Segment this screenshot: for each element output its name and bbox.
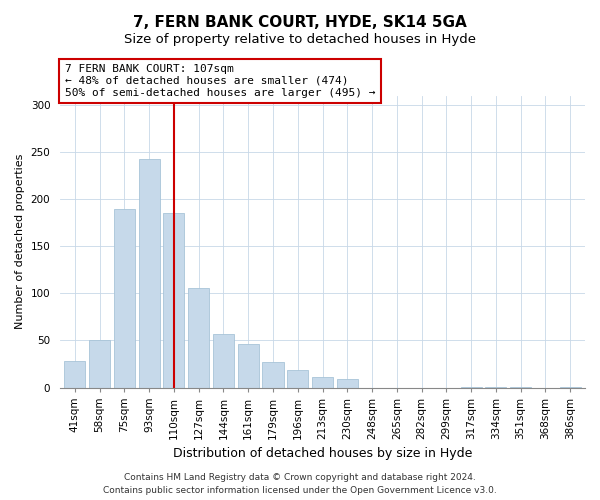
Bar xyxy=(188,288,209,388)
Bar xyxy=(510,386,531,388)
Bar xyxy=(461,386,482,388)
Bar xyxy=(238,344,259,388)
Bar xyxy=(337,379,358,388)
Bar xyxy=(163,214,184,388)
Bar xyxy=(139,159,160,388)
Text: Size of property relative to detached houses in Hyde: Size of property relative to detached ho… xyxy=(124,32,476,46)
Bar xyxy=(485,386,506,388)
X-axis label: Distribution of detached houses by size in Hyde: Distribution of detached houses by size … xyxy=(173,447,472,460)
Text: Contains HM Land Registry data © Crown copyright and database right 2024.
Contai: Contains HM Land Registry data © Crown c… xyxy=(103,473,497,495)
Bar xyxy=(213,334,234,388)
Bar xyxy=(89,340,110,388)
Text: 7, FERN BANK COURT, HYDE, SK14 5GA: 7, FERN BANK COURT, HYDE, SK14 5GA xyxy=(133,15,467,30)
Bar xyxy=(64,361,85,388)
Bar xyxy=(287,370,308,388)
Text: 7 FERN BANK COURT: 107sqm
← 48% of detached houses are smaller (474)
50% of semi: 7 FERN BANK COURT: 107sqm ← 48% of detac… xyxy=(65,64,376,98)
Bar xyxy=(114,208,135,388)
Bar xyxy=(262,362,284,388)
Y-axis label: Number of detached properties: Number of detached properties xyxy=(15,154,25,330)
Bar xyxy=(560,386,581,388)
Bar xyxy=(312,377,333,388)
